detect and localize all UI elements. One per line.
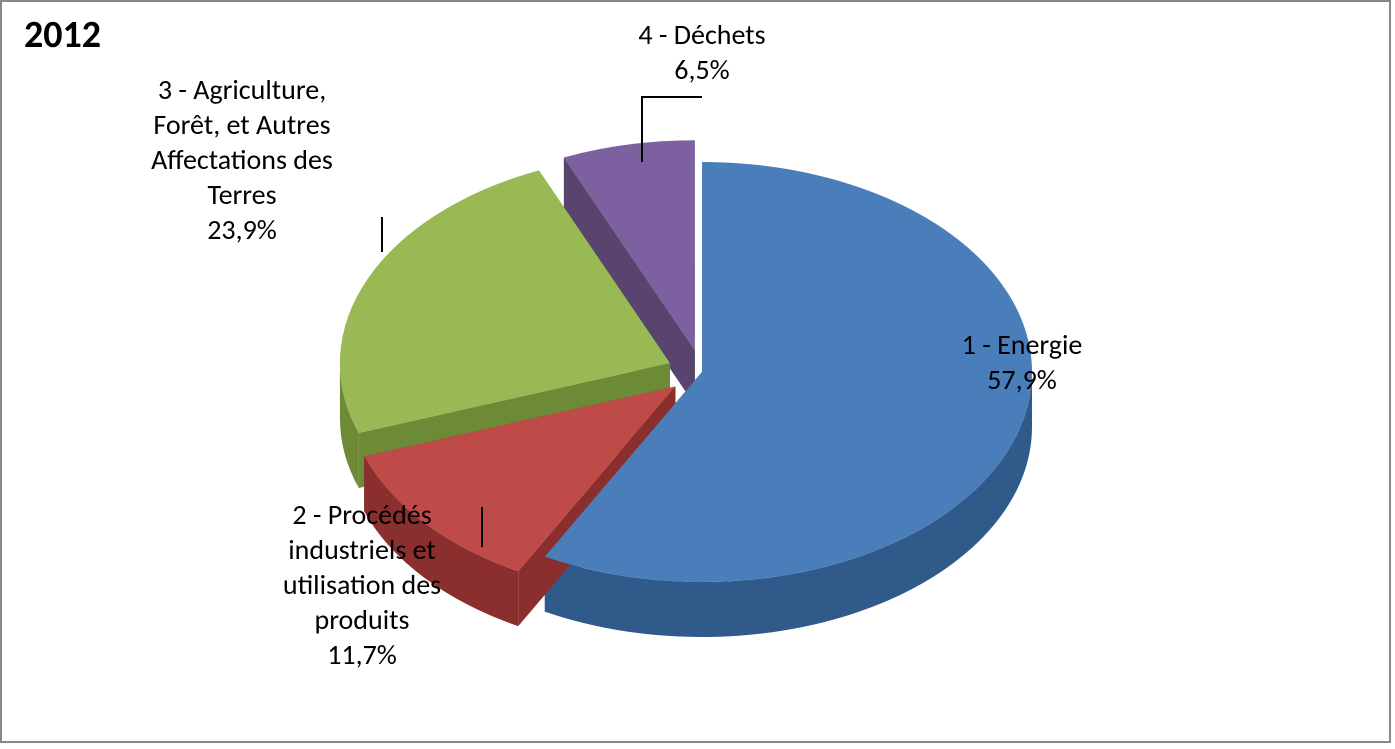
- chart-frame: 2012 1 - Energie 57,9% 2 - Procédés indu…: [0, 0, 1391, 743]
- slice-label-dechets: 4 - Déchets 6,5%: [592, 17, 812, 87]
- slice-label-agriculture: 3 - Agriculture, Forêt, et Autres Affect…: [97, 72, 387, 247]
- slice-label-energie: 1 - Energie 57,9%: [892, 327, 1152, 397]
- slice-label-procedes: 2 - Procédés industriels et utilisation …: [232, 497, 492, 672]
